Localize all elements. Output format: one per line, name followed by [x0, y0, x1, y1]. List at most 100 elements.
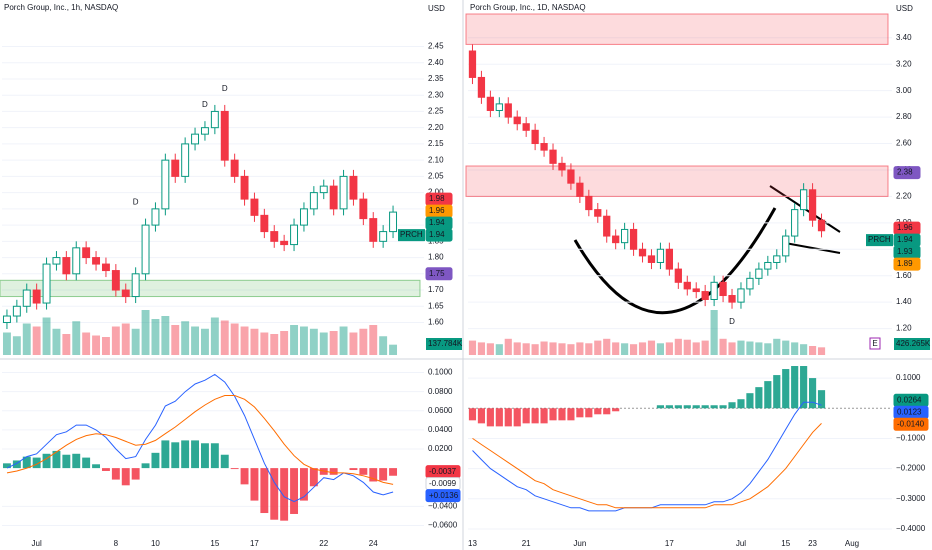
candle-body — [309, 192, 318, 210]
macd-histogram-bar — [379, 468, 388, 481]
volume-bar — [22, 323, 31, 355]
volume-bar — [764, 343, 772, 355]
volume-bar — [12, 336, 21, 355]
price-badge-label: -0.0140 — [897, 419, 925, 428]
y-tick-label: 2.60 — [896, 139, 912, 148]
macd-histogram-bar — [674, 405, 682, 409]
macd-histogram-bar — [764, 381, 772, 409]
zone — [465, 165, 889, 197]
y-tick-label: 2.45 — [428, 42, 444, 51]
volume-bar — [701, 340, 709, 355]
macd-histogram-bar — [495, 408, 503, 427]
volume-bar — [647, 340, 656, 355]
y-tick-label: 2.00 — [428, 188, 444, 197]
x-tick-label: Aug — [845, 539, 859, 548]
volume-bar — [486, 343, 494, 355]
volume-bar — [746, 341, 754, 355]
candle-body — [504, 103, 512, 118]
volume-bar — [495, 344, 503, 355]
candle-body — [782, 235, 790, 257]
macd-tick-label: −0.0400 — [428, 501, 458, 510]
macd-histogram-bar — [477, 408, 486, 424]
volume-bar — [791, 342, 799, 355]
candle-body — [12, 305, 21, 317]
volume-bar — [674, 338, 682, 355]
macd-histogram-bar — [92, 464, 101, 469]
candle-body — [349, 175, 358, 200]
candle-body — [111, 270, 120, 291]
price-badge-label: +0.0136 — [429, 491, 459, 500]
pattern-label: D — [202, 100, 208, 109]
candle-body — [549, 149, 557, 164]
candle-body — [522, 123, 530, 131]
y-tick-label: 1.40 — [896, 297, 912, 306]
price-badge-label: 1.94 — [897, 235, 913, 244]
x-tick-label: Jul — [736, 539, 746, 548]
candle-body — [339, 175, 348, 210]
macd-histogram-bar — [62, 454, 71, 469]
candle-body — [746, 277, 754, 290]
y-tick-label: 1.60 — [896, 271, 912, 280]
macd-histogram-bar — [82, 457, 91, 469]
candle-body — [773, 255, 781, 263]
candle-body — [319, 185, 328, 194]
candle-body — [191, 133, 200, 145]
volume-bar — [656, 343, 665, 355]
candle-body — [603, 215, 611, 237]
candle-body — [719, 281, 727, 297]
chart-title: Porch Group, Inc., 1h, NASDAQ — [4, 3, 118, 12]
candle-body — [161, 159, 170, 210]
candle-body — [131, 273, 140, 298]
volume-badge — [426, 338, 462, 350]
candle-body — [620, 228, 629, 244]
candle-body — [151, 208, 160, 226]
volume-bar — [728, 342, 736, 355]
candle-body — [62, 257, 71, 275]
macd-tick-label: 0.1000 — [428, 368, 453, 377]
candle-body — [42, 263, 51, 304]
candle-body — [379, 231, 388, 242]
price-badge — [893, 417, 929, 431]
macd-histogram-bar — [359, 468, 368, 475]
macd-histogram-bar — [549, 408, 557, 421]
volume-bar — [603, 338, 611, 355]
candle-body — [280, 240, 289, 246]
volume-bar — [549, 342, 557, 355]
macd-tick-label: −0.2000 — [896, 464, 926, 473]
candle-body — [531, 129, 539, 145]
macd-histogram-bar — [737, 399, 745, 409]
macd-histogram-bar — [585, 408, 593, 418]
x-tick-label: 22 — [319, 539, 328, 548]
macd-histogram-bar — [369, 468, 378, 482]
volume-bar — [280, 331, 289, 355]
macd-histogram-bar — [513, 408, 521, 427]
price-badge-label: 1.96 — [897, 223, 913, 232]
volume-bar — [369, 325, 378, 355]
macd-histogram-bar — [2, 463, 11, 469]
candle-body — [121, 289, 130, 298]
candle-body — [230, 159, 239, 177]
macd-histogram-bar — [522, 408, 530, 424]
macd-histogram-bar — [121, 468, 130, 486]
candle-body — [200, 127, 209, 135]
macd-histogram-bar — [250, 468, 259, 501]
volume-bar — [782, 340, 790, 355]
candle-body — [181, 143, 190, 177]
y-tick-label: 2.05 — [428, 171, 444, 180]
macd-histogram-bar — [808, 378, 817, 409]
x-tick-label: 17 — [665, 539, 674, 548]
volume-bar — [101, 337, 110, 355]
price-badge-label: 1.94 — [429, 218, 445, 227]
x-tick-label: 8 — [114, 539, 119, 548]
volume-bar — [82, 332, 91, 355]
price-badge — [425, 489, 461, 503]
price-badge — [893, 166, 921, 180]
volume-bar — [522, 343, 530, 355]
macd-histogram-bar — [791, 366, 799, 409]
price-badge-label: -0.0099 — [429, 479, 457, 488]
y-tick-label: 2.30 — [428, 90, 444, 99]
volume-bar — [468, 340, 477, 355]
price-badge-label: 2.38 — [897, 168, 913, 177]
macd-histogram-bar — [32, 457, 41, 469]
